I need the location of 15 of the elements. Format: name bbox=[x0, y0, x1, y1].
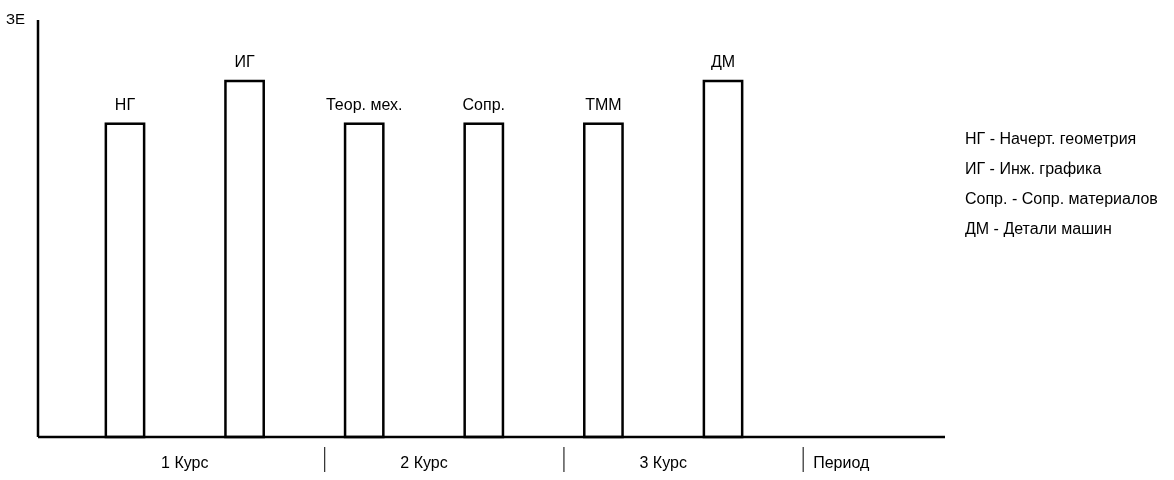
x-tick-label: НГ bbox=[114, 95, 136, 113]
text: НГ - Начерт. геометрия bbox=[965, 130, 1137, 147]
x-tick-label: Сопр. bbox=[462, 95, 506, 113]
text: ДМ - Детали машин bbox=[965, 220, 1112, 237]
text: 3 Курс bbox=[639, 454, 687, 471]
x-axis-title: Период bbox=[813, 454, 870, 471]
text: 2 Курс bbox=[400, 454, 448, 471]
x-tick-label: ТММ bbox=[585, 95, 622, 113]
text: 1 Курс bbox=[161, 454, 209, 471]
x-tick-label: ИГ bbox=[234, 53, 255, 70]
x-tick-label: Теор. мех. bbox=[325, 95, 403, 113]
text: Сопр. - Сопр. материалов bbox=[965, 190, 1158, 207]
text: ИГ - Инж. графика bbox=[965, 160, 1102, 177]
x-tick-label: ДМ bbox=[710, 53, 736, 70]
y-axis-title: ЗЕ bbox=[6, 10, 26, 27]
